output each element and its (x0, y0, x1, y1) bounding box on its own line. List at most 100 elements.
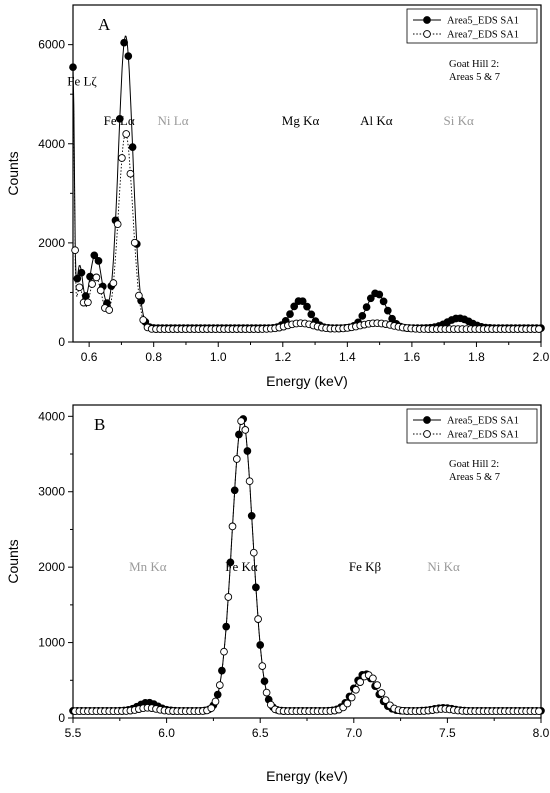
legend-marker (423, 30, 431, 38)
data-point (84, 298, 92, 307)
peak-label: Fe Kα (225, 559, 258, 574)
data-point (307, 310, 316, 319)
data-point (222, 622, 231, 631)
data-point (373, 681, 382, 689)
panel-b: 5.5 6.0 6.5 7.0 7.5 8.0 0 1000 2000 3000 4000 Energ… (5, 404, 550, 784)
data-point (535, 325, 543, 333)
data-point (128, 143, 137, 151)
data-point (247, 511, 256, 520)
y-tick-label: 4000 (38, 409, 65, 423)
data-point (290, 302, 299, 311)
data-point (109, 279, 118, 287)
legend-entry: Area5_EDS SA1 (447, 16, 519, 27)
data-point (381, 696, 390, 704)
data-point (75, 283, 84, 292)
x-tick-label: 6.5 (252, 726, 269, 740)
data-point (135, 291, 143, 300)
site-label-line: Areas 5 & 7 (449, 72, 500, 83)
panel-letter: B (94, 415, 105, 434)
data-point (383, 306, 392, 315)
data-point (379, 297, 388, 306)
legend-marker (423, 430, 431, 438)
peak-label: Si Kα (444, 113, 474, 128)
y-axis-title: Counts (5, 151, 21, 195)
peak-label: Fe Kβ (349, 559, 382, 574)
x-tick-label: 1.2 (274, 350, 291, 364)
x-tick-label: 5.5 (65, 726, 82, 740)
data-point (88, 280, 96, 288)
site-label-line: Goat Hill 2: (449, 59, 499, 70)
data-point (90, 251, 99, 260)
plot-frame (72, 4, 542, 343)
data-point (94, 257, 103, 265)
peak-label: Ni Kα (427, 559, 460, 574)
legend: Area5_EDS SA1 Area7_EDS SA1 (406, 8, 538, 44)
data-point (266, 700, 275, 709)
data-point (73, 274, 82, 283)
data-point (286, 310, 294, 318)
y-tick-label: 0 (58, 335, 65, 349)
data-point (71, 246, 79, 255)
data-point (237, 417, 245, 425)
data-point (81, 292, 90, 300)
panel-a: 0.6 0.8 1.0 1.2 1.4 1.6 1.8 2.0 0 2000 4000 6000 Ene… (5, 4, 550, 389)
data-point (69, 63, 77, 72)
data-point (215, 681, 224, 689)
data-point (241, 426, 250, 434)
legend-marker (423, 416, 431, 424)
x-tick-label: 6.0 (158, 726, 175, 740)
x-tick-label: 2.0 (533, 350, 550, 364)
x-axis-title: Energy (keV) (266, 373, 348, 389)
data-point (120, 38, 128, 47)
legend-entry: Area7_EDS SA1 (447, 30, 519, 41)
y-tick-label: 6000 (38, 38, 65, 52)
x-tick-label: 7.0 (345, 726, 362, 740)
y-axis-title: Counts (5, 539, 21, 583)
y-tick-label: 2000 (38, 236, 65, 250)
data-point (298, 297, 307, 306)
data-point (224, 593, 233, 601)
data-point (249, 548, 258, 557)
data-point (115, 114, 124, 123)
legend: Area5_EDS SA1 Area7_EDS SA1 (406, 408, 538, 444)
y-tick-label: 4000 (38, 137, 65, 151)
data-point (258, 662, 267, 670)
data-point (228, 522, 237, 531)
site-label: Goat Hill 2: Areas 5 & 7 (449, 459, 500, 483)
legend-marker (423, 16, 431, 24)
data-point (303, 302, 311, 311)
series-area7 (71, 80, 543, 333)
data-point (211, 697, 220, 706)
y-tick-label: 0 (58, 711, 65, 725)
site-label: Goat Hill 2: Areas 5 & 7 (449, 59, 500, 83)
peak-label: Ni Lα (158, 113, 189, 128)
peak-label: Fe Lα (104, 113, 135, 128)
x-tick-label: 8.0 (533, 726, 550, 740)
data-point (343, 699, 352, 708)
data-point (232, 455, 241, 463)
data-point (122, 130, 131, 138)
data-point (352, 685, 360, 694)
site-label-line: Areas 5 & 7 (449, 472, 500, 483)
legend-entry: Area5_EDS SA1 (447, 416, 519, 427)
data-point (262, 688, 271, 697)
data-point (375, 290, 384, 299)
x-tick-label: 0.6 (81, 350, 98, 364)
x-tick-label: 7.5 (439, 726, 456, 740)
data-point (366, 294, 375, 303)
x-tick-label: 1.0 (210, 350, 227, 364)
legend-entry: Area7_EDS SA1 (447, 430, 519, 441)
data-point (124, 52, 133, 60)
data-point (213, 690, 222, 699)
x-tick-label: 0.8 (145, 350, 162, 364)
x-tick-label: 1.8 (468, 350, 485, 364)
data-point (113, 220, 122, 229)
peak-label: Al Kα (360, 113, 393, 128)
peak-label: Mn Kα (129, 559, 167, 574)
data-point (254, 615, 262, 623)
peak-label: Fe Lζ (67, 73, 97, 88)
y-tick-label: 3000 (38, 485, 65, 499)
data-point (358, 312, 367, 320)
